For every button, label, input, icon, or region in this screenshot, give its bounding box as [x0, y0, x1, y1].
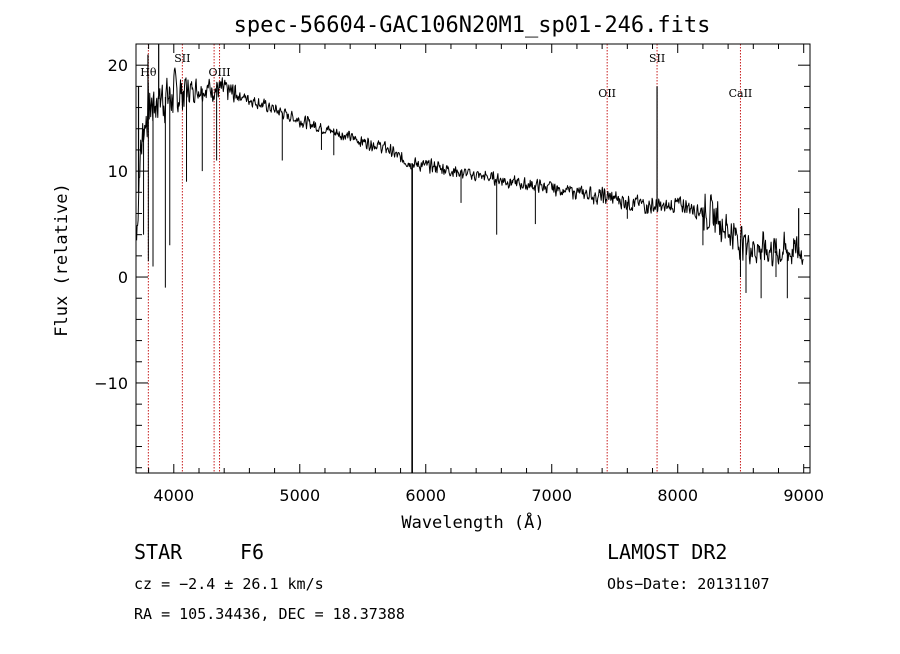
y-axis-label: Flux (relative) [52, 183, 72, 337]
y-tick-label: 10 [108, 162, 128, 181]
x-axis-label: Wavelength (Å) [401, 511, 544, 533]
spectral-features [137, 44, 800, 473]
x-tick-label: 4000 [153, 486, 194, 505]
line-marker-label: SII [649, 52, 665, 65]
line-marker-label: OII [598, 87, 616, 100]
line-marker-label: Hθ [140, 66, 157, 79]
line-marker-label: CaII [729, 87, 753, 100]
x-tick-label: 7000 [531, 486, 572, 505]
chart-title: spec-56604-GAC106N20M1_sp01-246.fits [234, 13, 711, 38]
x-tick-label: 6000 [405, 486, 446, 505]
x-tick-label: 5000 [279, 486, 320, 505]
coordinates: RA = 105.34436, DEC = 18.37388 [134, 605, 405, 623]
obs-date: Obs−Date: 20131107 [607, 575, 770, 593]
x-axis: 4000 5000 6000 7000 8000 9000 [148, 44, 824, 505]
object-class: STAR [134, 540, 183, 564]
spectrum-line [136, 67, 804, 267]
y-tick-label: −10 [94, 374, 128, 393]
object-subclass: F6 [240, 540, 264, 564]
y-tick-label: 0 [118, 268, 128, 287]
line-marker-label: SII [174, 52, 190, 65]
x-tick-label: 9000 [783, 486, 824, 505]
line-markers [147, 44, 741, 473]
x-tick-label: 8000 [657, 486, 698, 505]
y-tick-label: 20 [108, 56, 128, 75]
line-marker-label: OIII [208, 66, 230, 79]
line-marker-labels: Hθ SII OIII OII SII CaII [140, 52, 752, 100]
plot-frame [135, 43, 811, 474]
y-axis: −10 0 10 20 [94, 43, 810, 469]
redshift-readout: cz = −2.4 ± 26.1 km/s [134, 575, 324, 593]
survey-name: LAMOST DR2 [607, 540, 727, 564]
